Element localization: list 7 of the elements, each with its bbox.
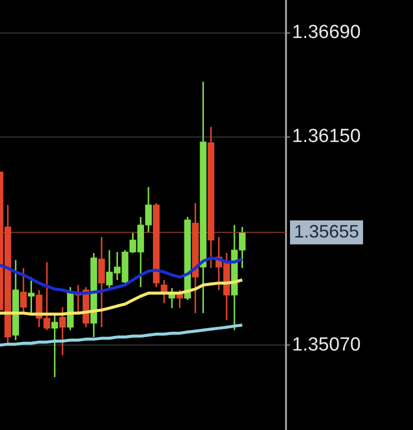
y-tick-label: 1.36150 <box>292 126 361 148</box>
y-tick-label: 1.36690 <box>292 22 361 44</box>
candlestick <box>28 276 35 314</box>
candlestick <box>59 306 66 356</box>
ref-line-label: 1.35655 <box>294 221 360 242</box>
y-tick-label: 1.35070 <box>292 334 361 356</box>
candlestick <box>20 267 27 314</box>
